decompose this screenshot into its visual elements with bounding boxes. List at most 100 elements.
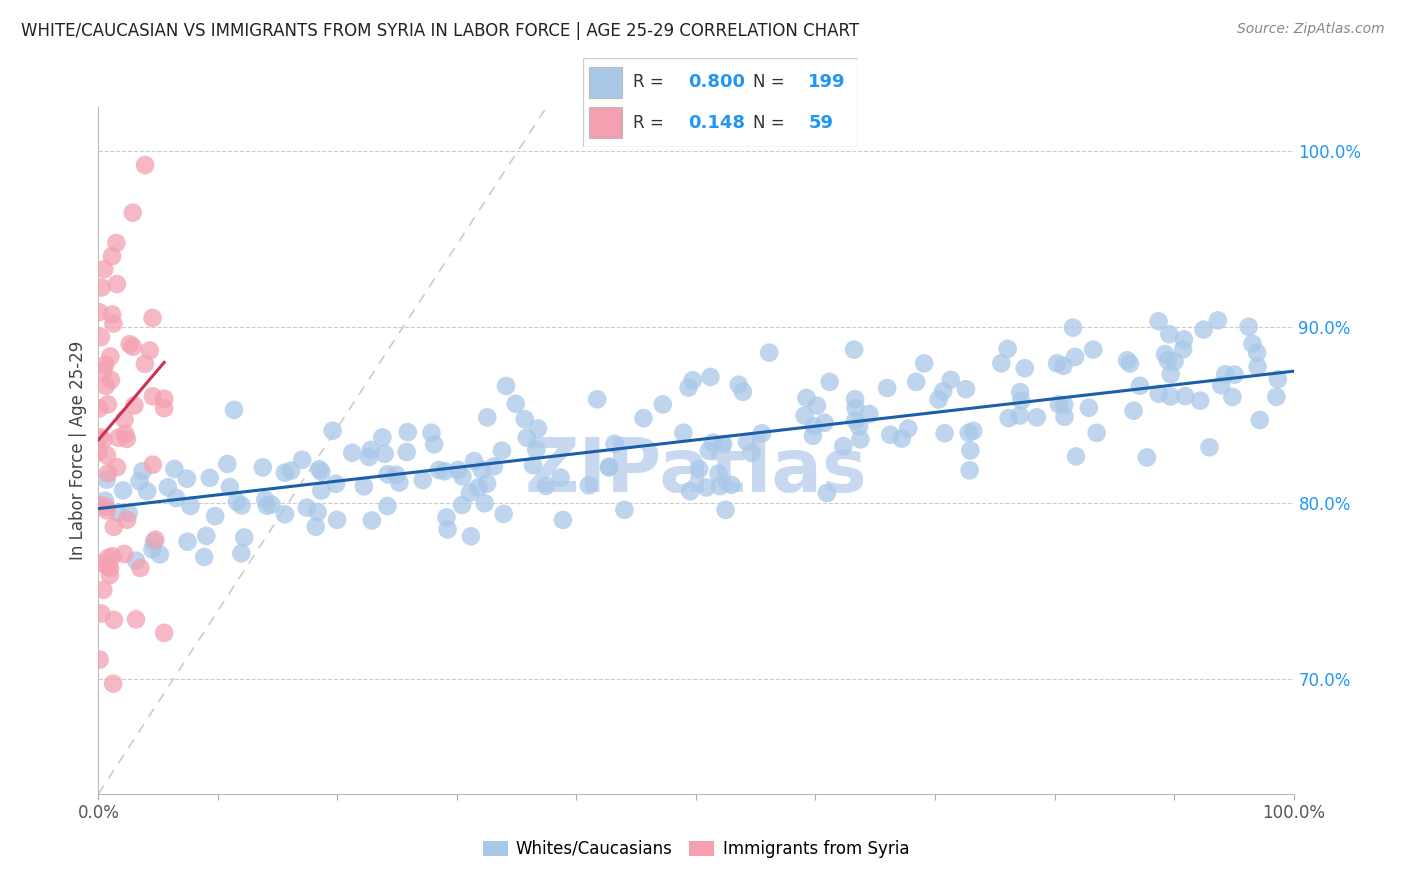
Point bbox=[1053, 398, 1076, 412]
Point bbox=[118, 337, 141, 351]
Point bbox=[96, 448, 118, 462]
Point bbox=[420, 425, 443, 440]
Point bbox=[96, 503, 118, 517]
Point bbox=[93, 262, 115, 277]
Point bbox=[433, 464, 456, 478]
Point bbox=[844, 414, 866, 428]
Point bbox=[124, 398, 146, 412]
Point bbox=[87, 444, 110, 458]
Point bbox=[103, 676, 125, 690]
Point bbox=[842, 343, 865, 357]
Point bbox=[93, 433, 115, 447]
Point bbox=[1246, 359, 1268, 374]
Point bbox=[125, 612, 148, 626]
Point bbox=[1192, 323, 1215, 337]
Point bbox=[107, 506, 129, 520]
Point bbox=[94, 379, 117, 393]
Point bbox=[274, 508, 297, 522]
Point bbox=[1159, 327, 1181, 342]
Text: R =: R = bbox=[633, 114, 669, 132]
Point bbox=[115, 432, 138, 446]
Point bbox=[141, 542, 163, 557]
Point bbox=[959, 443, 981, 458]
Point bbox=[90, 607, 112, 621]
Point bbox=[741, 446, 763, 460]
Point bbox=[1173, 332, 1195, 346]
Point bbox=[96, 473, 118, 487]
Point bbox=[551, 513, 574, 527]
Point bbox=[112, 547, 135, 561]
Point bbox=[849, 433, 872, 447]
Point bbox=[550, 470, 572, 484]
Point bbox=[1249, 413, 1271, 427]
Point bbox=[707, 467, 730, 481]
Point bbox=[100, 373, 122, 387]
Point bbox=[101, 549, 124, 564]
Point bbox=[111, 483, 134, 498]
Point bbox=[153, 625, 176, 640]
Text: 0.148: 0.148 bbox=[688, 114, 745, 132]
Point bbox=[93, 582, 115, 597]
Point bbox=[890, 432, 912, 446]
Point bbox=[1083, 343, 1105, 357]
Point bbox=[377, 467, 399, 482]
Point bbox=[1265, 390, 1288, 404]
Point bbox=[524, 442, 547, 457]
Point bbox=[231, 499, 253, 513]
Point bbox=[495, 379, 517, 393]
Point bbox=[1160, 390, 1182, 404]
Point bbox=[832, 439, 855, 453]
Point bbox=[957, 425, 980, 440]
Point bbox=[427, 463, 450, 477]
Point bbox=[818, 375, 841, 389]
Text: N =: N = bbox=[754, 73, 790, 91]
Point bbox=[142, 458, 165, 472]
Point bbox=[731, 384, 754, 399]
Point bbox=[359, 450, 381, 464]
Point bbox=[260, 498, 283, 512]
Point bbox=[103, 520, 125, 534]
Point bbox=[1171, 343, 1194, 357]
Point bbox=[129, 561, 152, 575]
Point bbox=[1010, 393, 1032, 408]
Point bbox=[176, 472, 198, 486]
Point bbox=[702, 435, 724, 450]
Point bbox=[527, 421, 550, 435]
Point bbox=[793, 409, 815, 423]
Point bbox=[955, 382, 977, 396]
Point bbox=[1062, 320, 1084, 334]
Point bbox=[699, 370, 721, 384]
Point bbox=[1237, 319, 1260, 334]
Point bbox=[586, 392, 609, 407]
Point bbox=[105, 277, 128, 291]
Point bbox=[848, 419, 870, 434]
Point bbox=[101, 308, 124, 322]
Point bbox=[195, 529, 218, 543]
Point bbox=[138, 343, 160, 358]
Point bbox=[522, 458, 544, 473]
Text: 199: 199 bbox=[808, 73, 846, 91]
Text: R =: R = bbox=[633, 73, 669, 91]
Text: ZIPatlas: ZIPatlas bbox=[524, 434, 868, 508]
Point bbox=[295, 500, 318, 515]
Point bbox=[1160, 368, 1182, 382]
Point bbox=[93, 364, 115, 378]
Point bbox=[651, 397, 673, 411]
Point bbox=[107, 431, 129, 445]
Point bbox=[134, 158, 156, 172]
Point bbox=[280, 464, 302, 478]
Point bbox=[97, 559, 120, 574]
Point bbox=[598, 460, 620, 475]
Point bbox=[153, 401, 176, 416]
Point bbox=[252, 460, 274, 475]
Point bbox=[813, 416, 835, 430]
Point bbox=[121, 205, 143, 219]
Point bbox=[463, 454, 485, 468]
Point bbox=[905, 375, 928, 389]
Point bbox=[193, 549, 215, 564]
Point bbox=[467, 480, 489, 494]
Point bbox=[204, 509, 226, 524]
Point bbox=[179, 499, 201, 513]
Point bbox=[1206, 313, 1229, 327]
Point bbox=[436, 522, 458, 536]
